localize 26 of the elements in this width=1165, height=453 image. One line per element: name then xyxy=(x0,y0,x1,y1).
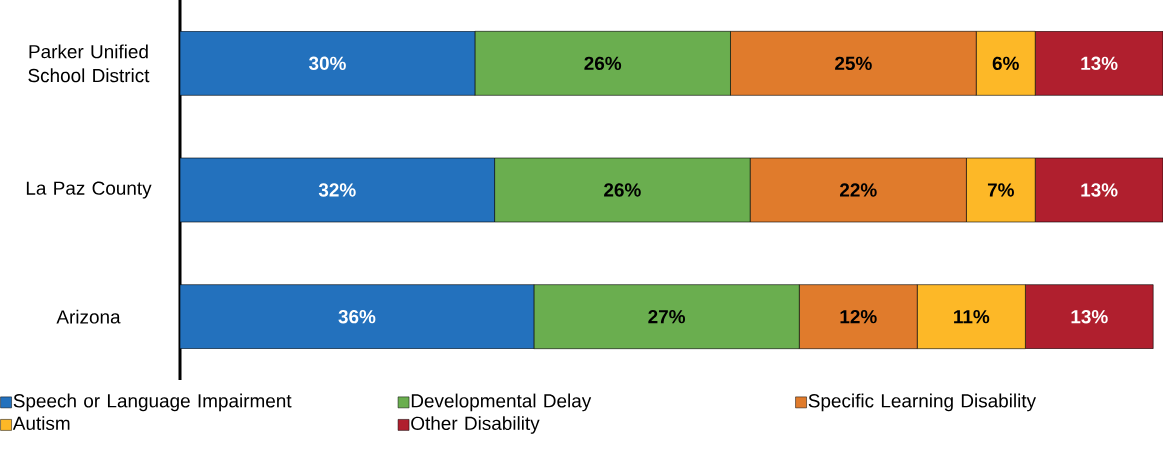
data-label: 30% xyxy=(308,56,346,71)
legend-label: Autism xyxy=(12,416,70,431)
y-tick-label: La Paz County xyxy=(26,181,152,199)
legend-label: Specific Learning Disability xyxy=(808,393,1037,412)
data-label: 11% xyxy=(954,310,990,324)
data-label: 26% xyxy=(604,183,641,197)
data-label: 36% xyxy=(338,309,376,324)
data-label: 26% xyxy=(584,56,622,71)
legend-label: Developmental Delay xyxy=(411,393,592,412)
legend-label: Speech or Language Impairment xyxy=(13,393,292,412)
data-label: 7% xyxy=(987,183,1014,197)
data-label: 32% xyxy=(318,183,356,197)
y-tick-label: Parker Unified School District xyxy=(28,44,150,83)
data-label: 13% xyxy=(1081,183,1118,197)
data-label: 27% xyxy=(648,309,686,324)
data-label: 22% xyxy=(839,183,877,197)
data-label: 6% xyxy=(992,56,1019,71)
data-label: 13% xyxy=(1081,56,1118,71)
legend-label: Other Disability xyxy=(411,416,540,434)
data-label: 13% xyxy=(1071,309,1108,324)
bar xyxy=(180,31,476,96)
y-tick-label: Arizona xyxy=(56,309,121,324)
bar xyxy=(180,284,535,349)
data-label: 12% xyxy=(840,309,877,324)
bar xyxy=(180,157,495,223)
data-label: 25% xyxy=(835,56,872,71)
